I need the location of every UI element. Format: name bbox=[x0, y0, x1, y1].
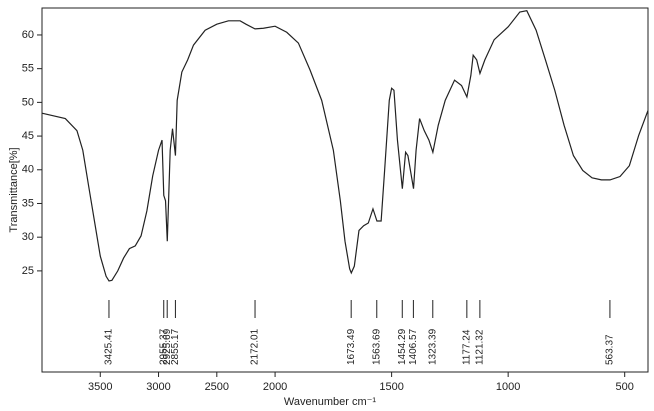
y-tick-label: 55 bbox=[22, 63, 34, 75]
peak-label: 2955.37 bbox=[158, 328, 169, 365]
y-axis-label: Transmittance[%] bbox=[8, 147, 20, 232]
y-tick-label: 45 bbox=[22, 130, 34, 142]
peak-label: 2855.17 bbox=[170, 328, 181, 365]
y-tick-label: 30 bbox=[22, 231, 34, 243]
spectrum-line bbox=[41, 10, 649, 282]
peak-label: 1121.32 bbox=[475, 329, 486, 365]
peak-label: 1563.69 bbox=[371, 328, 382, 365]
plot-frame bbox=[41, 7, 649, 373]
y-tick-label: 25 bbox=[22, 265, 34, 277]
peak-label: 563.37 bbox=[605, 334, 616, 365]
peak-label: 1406.57 bbox=[408, 328, 419, 365]
x-tick-label: 3000 bbox=[146, 381, 170, 393]
x-tick-label: 1500 bbox=[379, 381, 403, 393]
x-tick-label: 3500 bbox=[88, 381, 112, 393]
peak-label: 1673.49 bbox=[346, 328, 357, 365]
peak-label: 1454.29 bbox=[397, 328, 408, 365]
peak-label: 2172.01 bbox=[250, 328, 261, 365]
x-tick-label: 1000 bbox=[496, 381, 520, 393]
peak-label: 1177.24 bbox=[461, 329, 472, 365]
x-tick-label: 2500 bbox=[205, 381, 229, 393]
peak-label: 3425.41 bbox=[104, 328, 115, 365]
y-tick-label: 60 bbox=[22, 29, 34, 41]
y-tick-label: 35 bbox=[22, 197, 34, 209]
y-tick-label: 50 bbox=[22, 96, 34, 108]
peak-label: 2925.69 bbox=[162, 328, 173, 365]
peak-label: 1323.39 bbox=[427, 328, 438, 365]
y-tick-label: 40 bbox=[22, 164, 34, 176]
x-axis-label: Wavenumber cm⁻¹ bbox=[284, 396, 377, 408]
x-tick-label: 2000 bbox=[263, 381, 287, 393]
x-tick-label: 500 bbox=[616, 381, 634, 393]
